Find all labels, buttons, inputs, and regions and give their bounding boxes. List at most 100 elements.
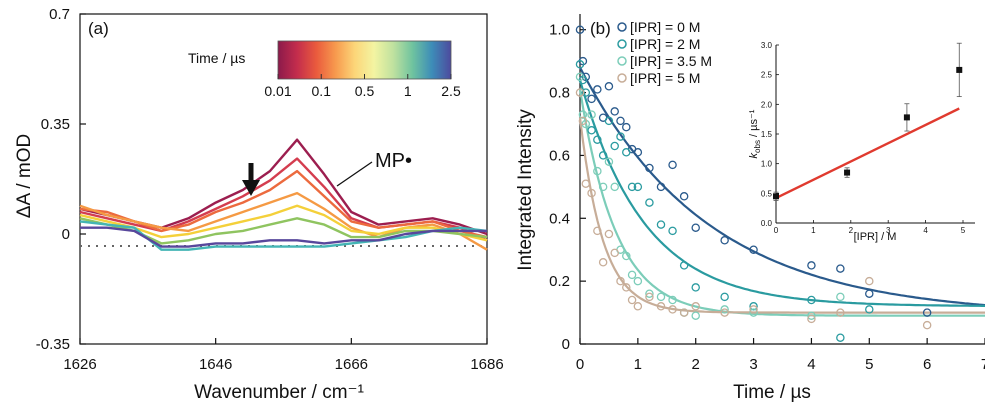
data-point — [645, 163, 654, 173]
panel-b-ticks: 0 1 2 3 4 5 6 7 0 0.2 0.4 0.6 0.8 1.0 — [549, 22, 985, 373]
inset-chart: 0 1 2 3 4 5 0.0 0.5 1.0 1.5 2.0 2.5 3.0 [IPR] / M ko… — [740, 17, 980, 243]
data-point — [656, 182, 666, 192]
y-tick-label: 0 — [62, 226, 70, 243]
data-point — [598, 151, 608, 160]
data-point — [575, 25, 585, 34]
data-point — [622, 122, 631, 132]
panel-a-ylabel: ΔA / mOD — [14, 134, 35, 218]
data-point — [616, 132, 625, 141]
inset-point — [844, 169, 851, 176]
data-point — [581, 179, 591, 188]
data-point — [627, 295, 637, 305]
y-tick-label: 0.6 — [549, 147, 570, 164]
colorbar — [277, 40, 452, 80]
inset-y-tick-label: 0.0 — [761, 219, 773, 228]
data-point — [720, 305, 729, 314]
spectrum-line-0_3 — [79, 191, 488, 251]
data-point — [668, 226, 677, 236]
inset-point — [956, 66, 963, 73]
data-point — [633, 276, 643, 286]
legend-marker — [617, 22, 627, 32]
inset-x-tick-label: 4 — [923, 226, 928, 235]
colorbar-tick-label: 1 — [404, 83, 412, 99]
spectrum-line-0_5 — [79, 204, 488, 242]
inset-x-tick-label: 3 — [886, 226, 891, 235]
data-point — [587, 110, 596, 119]
data-point — [656, 292, 666, 302]
y-tick-label: 1.0 — [549, 22, 570, 39]
data-point — [587, 126, 596, 135]
inset-y-tick-label: 2.5 — [761, 71, 773, 80]
x-tick-label: 1626 — [63, 356, 96, 373]
data-point — [836, 308, 845, 317]
data-point — [656, 220, 666, 229]
fit-curves — [578, 66, 985, 317]
inset-y-tick-label: 0.5 — [761, 189, 773, 198]
data-point — [593, 135, 602, 144]
data-point — [720, 236, 729, 245]
inset-ylabel-sub: obs — [753, 140, 762, 153]
inset-fit — [775, 107, 960, 200]
data-point — [679, 261, 689, 270]
data-point — [691, 223, 700, 232]
data-point — [836, 264, 845, 273]
colorbar-ticks: 0.01 0.1 0.5 1 2.5 — [264, 74, 461, 99]
data-point — [616, 116, 625, 126]
data-point — [679, 192, 689, 201]
spectrum-line-1 — [79, 217, 488, 245]
x-tick-label: 1646 — [199, 356, 232, 373]
panel-a-ticks: 1626 1646 1666 1686 0.7 0.35 0 -0.35 — [36, 6, 504, 373]
inset-x-tick-label: 1 — [811, 226, 816, 235]
data-point — [720, 308, 729, 317]
data-point — [578, 116, 588, 126]
colorbar-tick-label: 0.1 — [312, 83, 332, 99]
data-point — [575, 60, 585, 69]
x-tick-label: 6 — [923, 356, 931, 373]
data-points — [575, 25, 932, 342]
inset-fit-line — [775, 107, 960, 200]
data-point — [645, 198, 654, 207]
data-point — [749, 305, 758, 314]
y-tick-label: 0.2 — [549, 273, 570, 290]
colorbar-tick-label: 2.5 — [441, 83, 461, 99]
colorbar-tick-label: 0.5 — [355, 83, 375, 99]
inset-points — [773, 42, 963, 201]
data-point — [807, 295, 816, 305]
data-point — [633, 182, 643, 192]
data-point — [610, 182, 619, 192]
inset-point — [773, 193, 779, 200]
colorbar-tick-label: 0.01 — [264, 83, 291, 99]
data-point — [604, 116, 614, 126]
inset-xlabel: [IPR] / M — [854, 231, 897, 243]
inset-y-tick-label: 1.0 — [761, 160, 773, 169]
mp-leader-line — [336, 161, 373, 187]
fit-curve-1 — [578, 79, 985, 307]
data-point — [656, 302, 666, 311]
legend-marker — [617, 73, 627, 83]
data-point — [622, 148, 631, 157]
data-point — [645, 292, 654, 302]
x-tick-label: 0 — [576, 356, 584, 373]
panel-b-xlabel: Time / µs — [733, 382, 811, 403]
y-tick-label: -0.35 — [36, 336, 70, 353]
panel-b-label: (b) — [590, 19, 611, 38]
data-point — [679, 308, 689, 317]
data-point — [645, 289, 654, 298]
data-point — [836, 333, 845, 342]
x-tick-label: 5 — [865, 356, 873, 373]
inset-y-tick-label: 3.0 — [761, 41, 773, 50]
panel-a-xlabel: Wavenumber / cm⁻¹ — [194, 382, 364, 403]
data-point — [593, 166, 602, 176]
inset-ylabel-main: k — [748, 152, 760, 158]
data-point — [593, 85, 602, 94]
data-point — [633, 148, 643, 157]
x-tick-label: 7 — [981, 356, 985, 373]
data-point — [622, 283, 631, 292]
y-tick-label: 0.35 — [41, 116, 70, 133]
data-point — [610, 107, 619, 116]
data-point — [691, 302, 700, 311]
data-point — [627, 270, 637, 280]
panel-b: 0 1 2 3 4 5 6 7 0 0.2 0.4 0.6 0.8 1.0 (b) [IPR] = 0 M… — [515, 14, 985, 403]
inset-y-tick-label: 2.0 — [761, 100, 773, 109]
data-point — [604, 229, 614, 239]
